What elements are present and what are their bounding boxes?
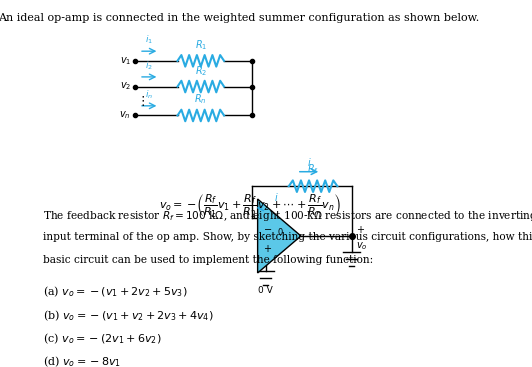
Text: $v_n$: $v_n$ (119, 110, 131, 121)
Text: $i_1$: $i_1$ (145, 34, 153, 46)
Text: $i_2$: $i_2$ (145, 59, 153, 72)
Text: $-$: $-$ (263, 223, 272, 233)
Text: $i$: $i$ (306, 156, 311, 168)
Text: $i_n$: $i_n$ (145, 88, 153, 101)
Text: An ideal op-amp is connected in the weighted summer configuration as shown below: An ideal op-amp is connected in the weig… (0, 12, 479, 23)
Text: (c) $v_o = -(2v_1 + 6v_2)$: (c) $v_o = -(2v_1 + 6v_2)$ (43, 331, 162, 346)
Text: (d) $v_o = -8v_1$: (d) $v_o = -8v_1$ (43, 355, 121, 367)
Text: (a) $v_o = -(v_1 + 2v_2 + 5v_3)$: (a) $v_o = -(v_1 + 2v_2 + 5v_3)$ (43, 284, 188, 299)
Text: $i$: $i$ (275, 191, 279, 203)
Text: The feedback resistor $R_f = 100$ k$\Omega$, and eight 100-k$\Omega$ resistors a: The feedback resistor $R_f = 100$ k$\Ome… (43, 209, 532, 223)
Text: $R_n$: $R_n$ (195, 93, 207, 106)
Text: $+$: $+$ (356, 224, 365, 235)
Text: $v_1$: $v_1$ (120, 55, 131, 67)
Text: $v_o = -\!\left(\dfrac{R_f}{R_1}v_1 + \dfrac{R_f}{R_2}v_2 + \cdots + \dfrac{R_f}: $v_o = -\!\left(\dfrac{R_f}{R_1}v_1 + \d… (159, 193, 342, 220)
Text: ⋮: ⋮ (137, 95, 149, 108)
Text: basic circuit can be used to implement the following function:: basic circuit can be used to implement t… (43, 255, 373, 265)
Text: $+$: $+$ (263, 243, 272, 254)
Text: input terminal of the op amp. Show, by sketching the various circuit configurati: input terminal of the op amp. Show, by s… (43, 232, 532, 242)
Text: $v_o$: $v_o$ (356, 240, 368, 251)
Text: 0: 0 (277, 228, 282, 237)
Text: $R_1$: $R_1$ (195, 38, 207, 52)
Text: $R_f$: $R_f$ (307, 162, 319, 176)
Text: $R_2$: $R_2$ (195, 64, 207, 77)
Polygon shape (257, 199, 301, 273)
Text: (b) $v_o = -(v_1 + v_2 + 2v_3 + 4v_4)$: (b) $v_o = -(v_1 + v_2 + 2v_3 + 4v_4)$ (43, 308, 214, 323)
Text: $v_2$: $v_2$ (120, 81, 131, 92)
Text: 0 V: 0 V (259, 286, 273, 295)
